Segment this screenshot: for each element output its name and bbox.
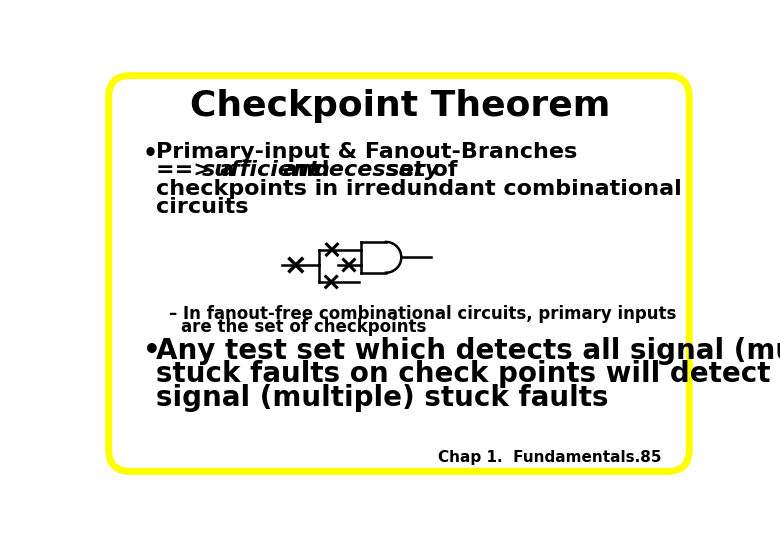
Text: stuck faults on check points will detect all: stuck faults on check points will detect… xyxy=(157,361,780,388)
Text: •: • xyxy=(143,338,161,366)
Text: ==> a: ==> a xyxy=(157,160,243,180)
Text: circuits: circuits xyxy=(157,197,249,217)
Text: and: and xyxy=(275,160,337,180)
Text: Primary-input & Fanout-Branches: Primary-input & Fanout-Branches xyxy=(157,142,578,162)
Text: necessary: necessary xyxy=(313,160,439,180)
Text: checkpoints in irredundant combinational: checkpoints in irredundant combinational xyxy=(157,179,682,199)
Text: Any test set which detects all signal (multiple): Any test set which detects all signal (m… xyxy=(157,338,780,366)
Text: sufficient: sufficient xyxy=(202,160,321,180)
Text: Chap 1.  Fundamentals.85: Chap 1. Fundamentals.85 xyxy=(438,450,661,465)
Text: – In fanout-free combinational circuits, primary inputs: – In fanout-free combinational circuits,… xyxy=(168,305,676,323)
Text: are the set of checkpoints: are the set of checkpoints xyxy=(181,318,427,336)
Text: Checkpoint Theorem: Checkpoint Theorem xyxy=(190,90,610,124)
Text: •: • xyxy=(143,142,158,166)
FancyBboxPatch shape xyxy=(108,76,690,471)
Text: set of: set of xyxy=(378,160,458,180)
Text: signal (multiple) stuck faults: signal (multiple) stuck faults xyxy=(157,383,609,411)
